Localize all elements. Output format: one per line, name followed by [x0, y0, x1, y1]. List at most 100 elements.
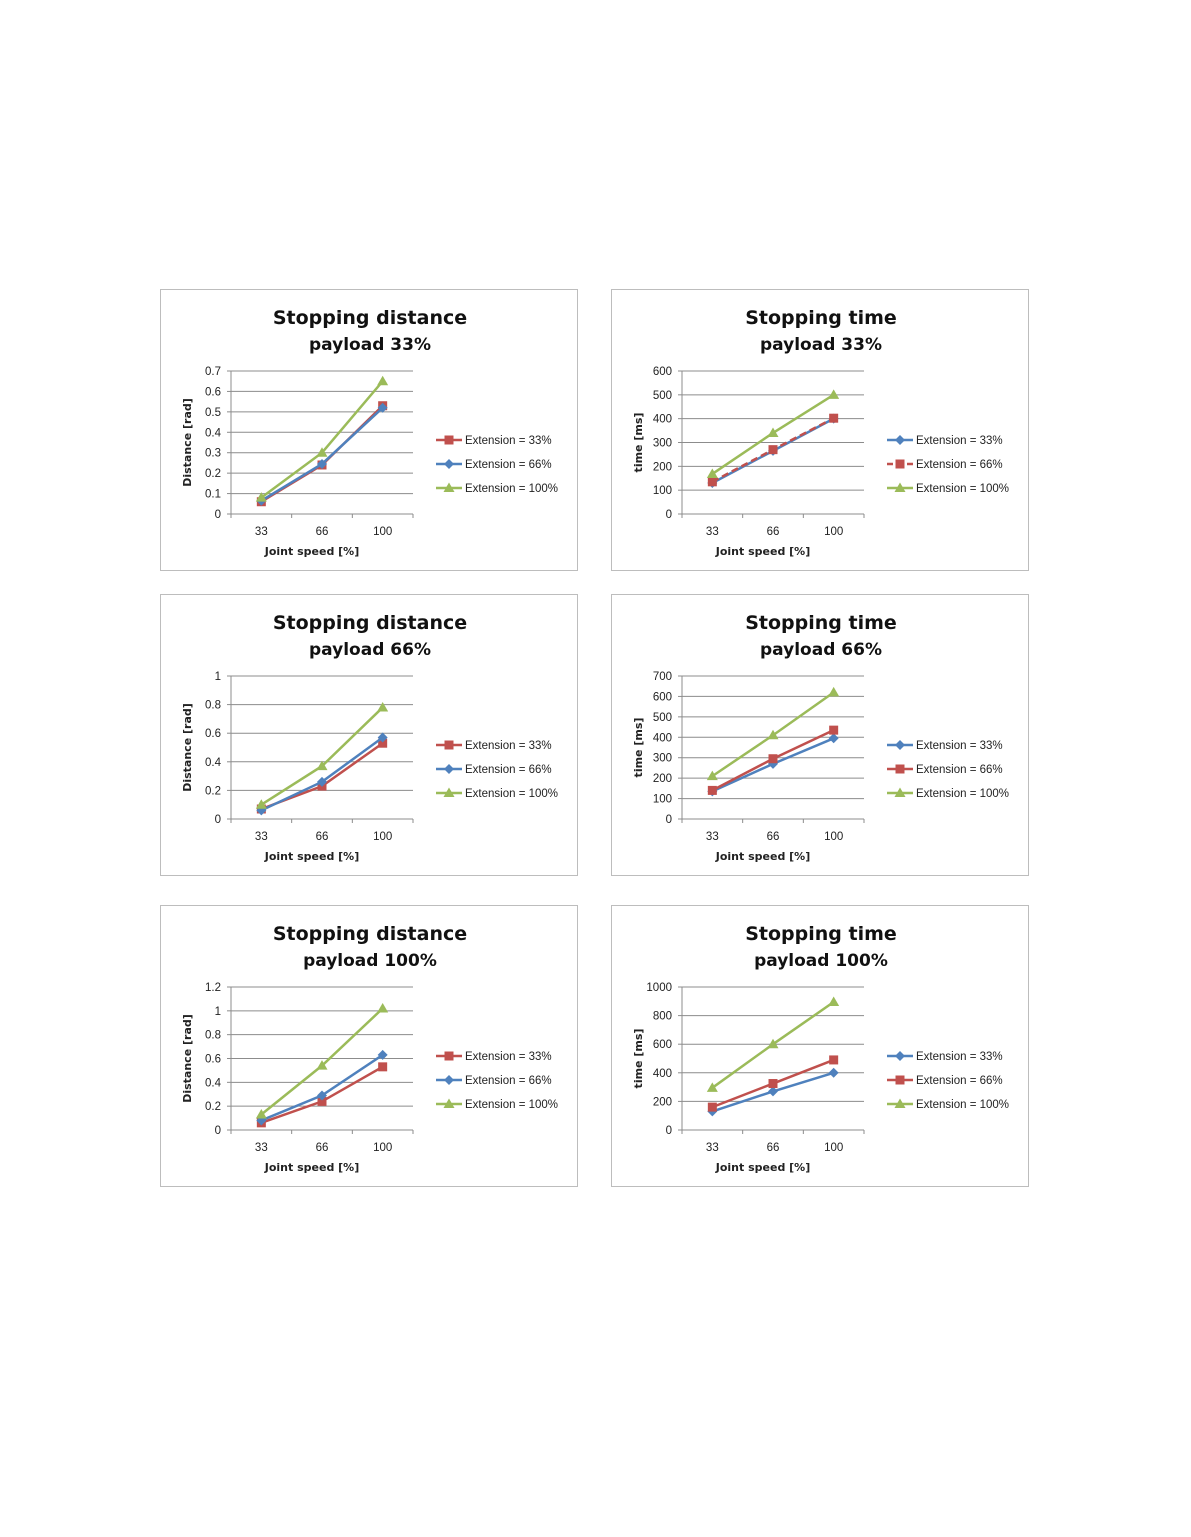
x-axis-label: Joint speed [%]: [715, 850, 810, 863]
chart-title: Stopping time: [745, 923, 897, 945]
data-point: [829, 725, 839, 735]
data-point: [767, 1038, 779, 1049]
x-tick-label: 66: [767, 1142, 780, 1154]
legend-marker: [895, 1051, 905, 1061]
series-group: [706, 996, 840, 1092]
legend-label: Extension = 66%: [465, 1075, 552, 1087]
series-group: [706, 389, 840, 478]
y-tick-label: 800: [653, 1011, 672, 1023]
x-tick-label: 100: [373, 831, 392, 843]
y-tick-label: 0.8: [205, 1030, 221, 1042]
y-tick-label: 0: [215, 509, 221, 521]
y-tick-label: 0.1: [205, 489, 221, 501]
chart-title: Stopping time: [745, 612, 897, 634]
legend-label: Extension = 100%: [916, 1099, 1009, 1111]
x-tick-label: 100: [824, 831, 843, 843]
x-tick-label: 100: [373, 1142, 392, 1154]
y-axis-label: Distance [rad]: [181, 703, 194, 792]
data-point: [255, 799, 267, 809]
data-point: [378, 738, 388, 748]
series-group: [707, 725, 839, 795]
data-point: [829, 1055, 839, 1065]
legend-marker: [894, 787, 906, 797]
legend-label: Extension = 100%: [465, 483, 558, 495]
x-tick-label: 33: [255, 1142, 268, 1154]
x-tick-label: 66: [767, 526, 780, 538]
chart-title: Stopping distance: [273, 307, 467, 329]
legend-marker: [443, 787, 455, 797]
y-axis-label: Distance [rad]: [181, 398, 194, 487]
chart-subtitle: payload 33%: [760, 335, 882, 355]
series-group: [255, 1002, 389, 1119]
data-point: [768, 445, 778, 455]
data-point: [255, 1109, 267, 1119]
data-point: [317, 1096, 327, 1106]
y-tick-label: 0.4: [205, 1077, 222, 1089]
x-tick-label: 100: [824, 526, 843, 538]
legend-marker: [895, 459, 905, 469]
x-tick-label: 66: [767, 831, 780, 843]
x-axis-label: Joint speed [%]: [264, 850, 359, 863]
y-axis-label: Distance [rad]: [181, 1014, 194, 1103]
x-tick-label: 33: [706, 1142, 719, 1154]
data-point: [316, 447, 328, 457]
y-axis-label: time [ms]: [632, 718, 645, 778]
y-axis-label: time [ms]: [632, 1029, 645, 1089]
series-line: [260, 736, 384, 812]
y-tick-label: 100: [653, 794, 672, 806]
y-axis-label: time [ms]: [632, 413, 645, 473]
legend-label: Extension = 33%: [916, 435, 1003, 447]
data-point: [255, 492, 267, 502]
legend-label: Extension = 33%: [916, 1051, 1003, 1063]
y-tick-label: 0: [215, 1125, 221, 1137]
y-tick-label: 600: [653, 1039, 672, 1051]
legend-marker: [895, 740, 905, 750]
data-point: [707, 785, 717, 795]
legend-label: Extension = 100%: [916, 788, 1009, 800]
chart-subtitle: payload 66%: [309, 640, 431, 660]
y-tick-label: 0.3: [205, 448, 221, 460]
chart-panel-time-payload-100: Stopping time payload 100% 0 200 400 600 800 10…: [611, 905, 1029, 1187]
chart-panel-time-payload-33: Stopping time payload 33% 0 100 200 300 400 500…: [611, 289, 1029, 571]
chart-subtitle: payload 66%: [760, 640, 882, 660]
chart-svg-time-payload-66: Stopping time payload 66% 0 100 200 300 400 500…: [632, 612, 1009, 863]
y-tick-label: 1: [215, 1006, 221, 1018]
x-axis-label: Joint speed [%]: [715, 545, 810, 558]
y-tick-label: 0.2: [205, 1101, 221, 1113]
x-tick-label: 66: [316, 831, 329, 843]
data-point: [377, 1002, 389, 1013]
legend-label: Extension = 100%: [916, 483, 1009, 495]
legend-label: Extension = 66%: [916, 1075, 1003, 1087]
y-tick-label: 0.5: [205, 407, 221, 419]
y-tick-label: 400: [653, 732, 672, 744]
data-point: [316, 760, 328, 771]
data-point: [767, 427, 779, 437]
x-axis-label: Joint speed [%]: [715, 1161, 810, 1174]
chart-panel-distance-payload-100: Stopping distance payload 100% 0 0.2 0.4 0.6 0…: [160, 905, 578, 1187]
legend-label: Extension = 33%: [465, 740, 552, 752]
y-tick-label: 0: [666, 509, 672, 521]
data-point: [768, 1086, 778, 1097]
data-point: [378, 1062, 388, 1072]
series-group: [706, 686, 840, 781]
data-point: [316, 1060, 328, 1070]
chart-title: Stopping distance: [273, 612, 467, 634]
x-tick-label: 33: [706, 831, 719, 843]
data-point: [706, 770, 718, 781]
y-tick-label: 200: [653, 773, 672, 785]
legend-marker: [443, 1098, 455, 1108]
series-group: [255, 375, 389, 502]
legend-marker: [444, 1075, 454, 1085]
chart-svg-distance-payload-66: Stopping distance payload 66% 0 0.2 0.4 0.6 0.…: [181, 612, 558, 863]
y-tick-label: 100: [653, 485, 672, 497]
y-tick-label: 0: [666, 814, 672, 826]
legend-label: Extension = 66%: [916, 764, 1003, 776]
legend-label: Extension = 66%: [465, 764, 552, 776]
y-tick-label: 0: [215, 814, 221, 826]
data-point: [828, 996, 840, 1007]
legend-marker: [895, 435, 905, 445]
data-point: [768, 758, 778, 769]
data-point: [377, 701, 389, 712]
y-tick-label: 200: [653, 1096, 672, 1108]
